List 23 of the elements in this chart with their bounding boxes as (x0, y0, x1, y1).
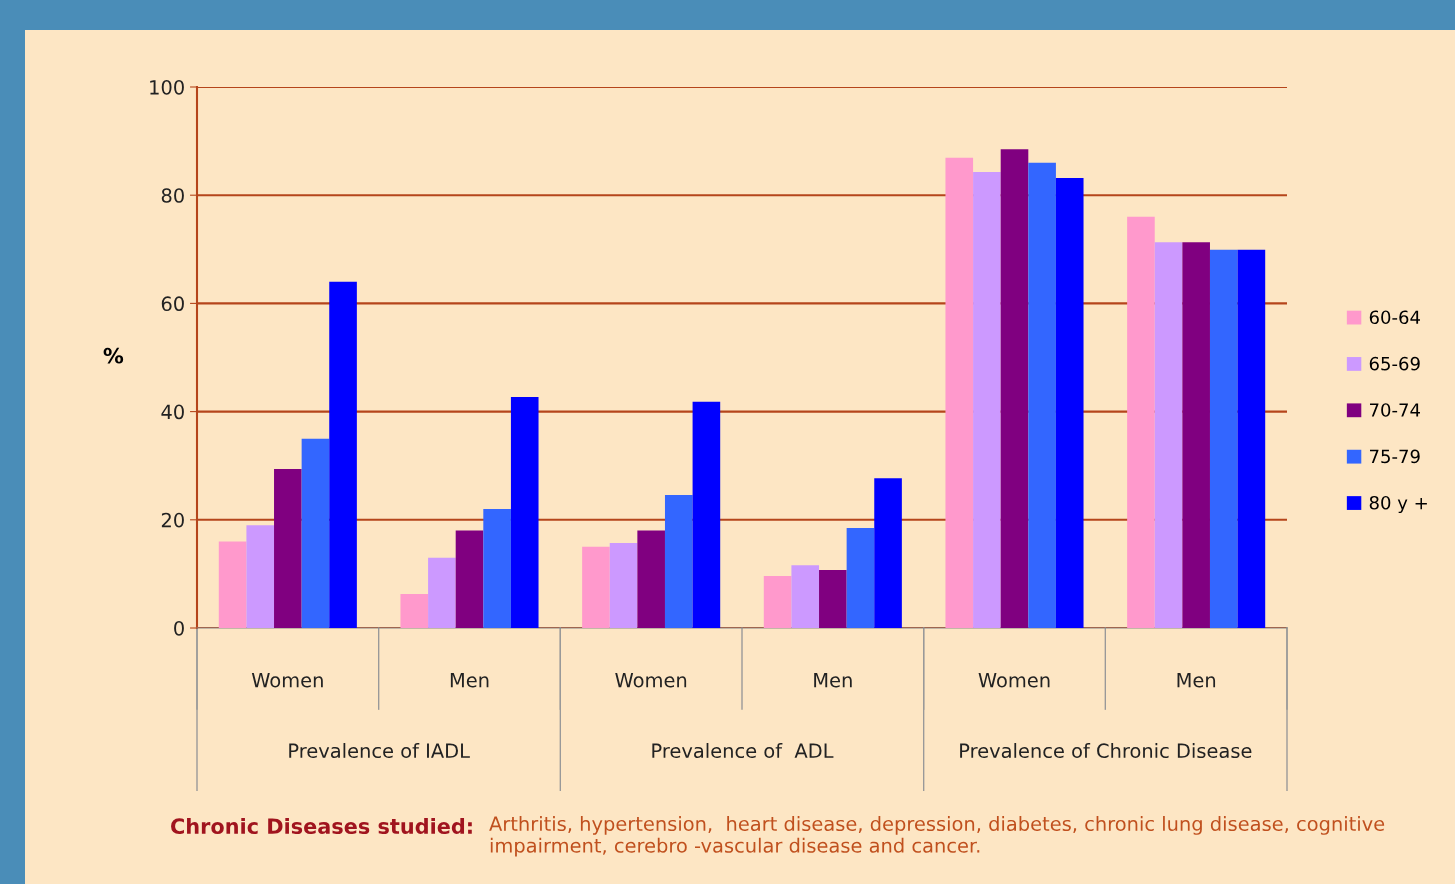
legend-label: 80 y + (1369, 495, 1427, 514)
text: Prevalence of ADL (652, 743, 834, 759)
x-tick-label: Women (978, 673, 1050, 688)
y-tick-label: 20 (161, 512, 184, 528)
legend-label: 65-69 (1369, 356, 1420, 371)
y-tick-label: 40 (161, 404, 184, 420)
text: Chronic Diseases studied: (171, 817, 472, 835)
text: Prevalence of IADL (289, 743, 470, 759)
x-tick-label: Women (251, 673, 323, 688)
x-tick-label: Men (450, 673, 489, 688)
legend-label: 70-74 (1370, 403, 1420, 417)
y-tick-label: 80 (161, 188, 184, 203)
legend-label: 60-64 (1369, 310, 1420, 325)
x-tick-label: Men (1177, 673, 1216, 688)
legend-label: 75-79 (1370, 449, 1420, 464)
y-tick-label: 100 (150, 79, 184, 95)
y-tick-label: 60 (161, 296, 184, 312)
x-tick-label: Women (615, 673, 687, 688)
y-tick-label: 0 (174, 620, 184, 636)
text: Prevalence of Chronic Disease (960, 743, 1252, 759)
text: Arthritis, hypertension, heart disease, depression, diabetes, chronic lung disease, cognitive impairment, cerebro -vascular disease and cancer. (489, 816, 1385, 857)
y-axis-title: % (103, 347, 124, 364)
x-tick-label: Men (814, 673, 852, 688)
